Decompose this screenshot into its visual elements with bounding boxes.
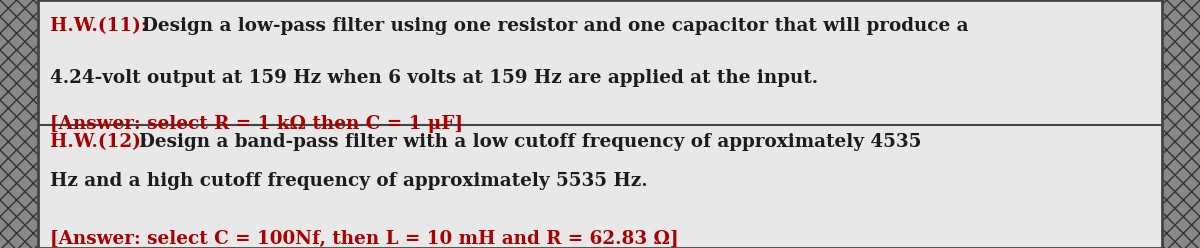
Text: Design a band-pass filter with a low cutoff frequency of approximately 4535: Design a band-pass filter with a low cut… <box>139 133 922 151</box>
Text: H.W.(11):: H.W.(11): <box>50 17 155 35</box>
Text: Hz and a high cutoff frequency of approximately 5535 Hz.: Hz and a high cutoff frequency of approx… <box>50 172 648 190</box>
Text: [Answer: select C = 100Nf, then L = 10 mH and R = 62.83 Ω]: [Answer: select C = 100Nf, then L = 10 m… <box>50 229 679 248</box>
Bar <box>1162 0 1200 248</box>
Text: Design a low-pass filter using one resistor and one capacitor that will produce : Design a low-pass filter using one resis… <box>142 17 968 35</box>
Bar <box>0 0 38 248</box>
Text: 4.24-volt output at 159 Hz when 6 volts at 159 Hz are applied at the input.: 4.24-volt output at 159 Hz when 6 volts … <box>50 69 818 88</box>
Text: [Answer: select R = 1 kΩ then C = 1 μF]: [Answer: select R = 1 kΩ then C = 1 μF] <box>50 115 463 133</box>
Text: H.W.(12):: H.W.(12): <box>50 133 155 151</box>
